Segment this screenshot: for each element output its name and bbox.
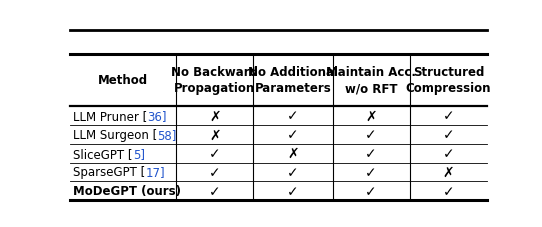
Text: 17]: 17] [145,166,165,179]
Text: MoDeGPT (ours): MoDeGPT (ours) [73,185,181,197]
Text: ✓: ✓ [365,165,377,179]
Text: ✗: ✗ [209,128,221,142]
Text: ✓: ✓ [209,184,221,198]
Text: ✓: ✓ [443,147,454,160]
Text: Structured
Compression: Structured Compression [405,66,491,95]
Text: 58]: 58] [158,128,177,141]
Text: ✓: ✓ [209,147,221,160]
Text: ✗: ✗ [443,165,454,179]
Text: ✗: ✗ [209,109,221,123]
Text: Maintain Acc.
w/o RFT: Maintain Acc. w/o RFT [326,66,416,95]
Text: ✓: ✓ [365,147,377,160]
Text: 36]: 36] [147,110,167,123]
Text: No Additional
Parameters: No Additional Parameters [248,66,338,95]
Text: No Backward
Propagation: No Backward Propagation [171,66,259,95]
Text: ✓: ✓ [365,184,377,198]
Text: ✓: ✓ [287,128,299,142]
Text: ✓: ✓ [365,128,377,142]
Text: ✓: ✓ [443,184,454,198]
Text: ✓: ✓ [443,109,454,123]
Text: LLM Pruner [: LLM Pruner [ [73,110,147,123]
Text: 5]: 5] [133,147,145,160]
Text: LLM Surgeon [: LLM Surgeon [ [73,128,158,141]
Text: ✓: ✓ [287,165,299,179]
Text: ✗: ✗ [287,147,299,160]
Text: ✗: ✗ [365,109,377,123]
Text: Method: Method [98,74,148,87]
Text: ✓: ✓ [287,184,299,198]
Text: ✓: ✓ [443,128,454,142]
Text: SliceGPT [: SliceGPT [ [73,147,133,160]
Text: ✓: ✓ [287,109,299,123]
Text: SparseGPT [: SparseGPT [ [73,166,145,179]
Text: ✓: ✓ [209,165,221,179]
